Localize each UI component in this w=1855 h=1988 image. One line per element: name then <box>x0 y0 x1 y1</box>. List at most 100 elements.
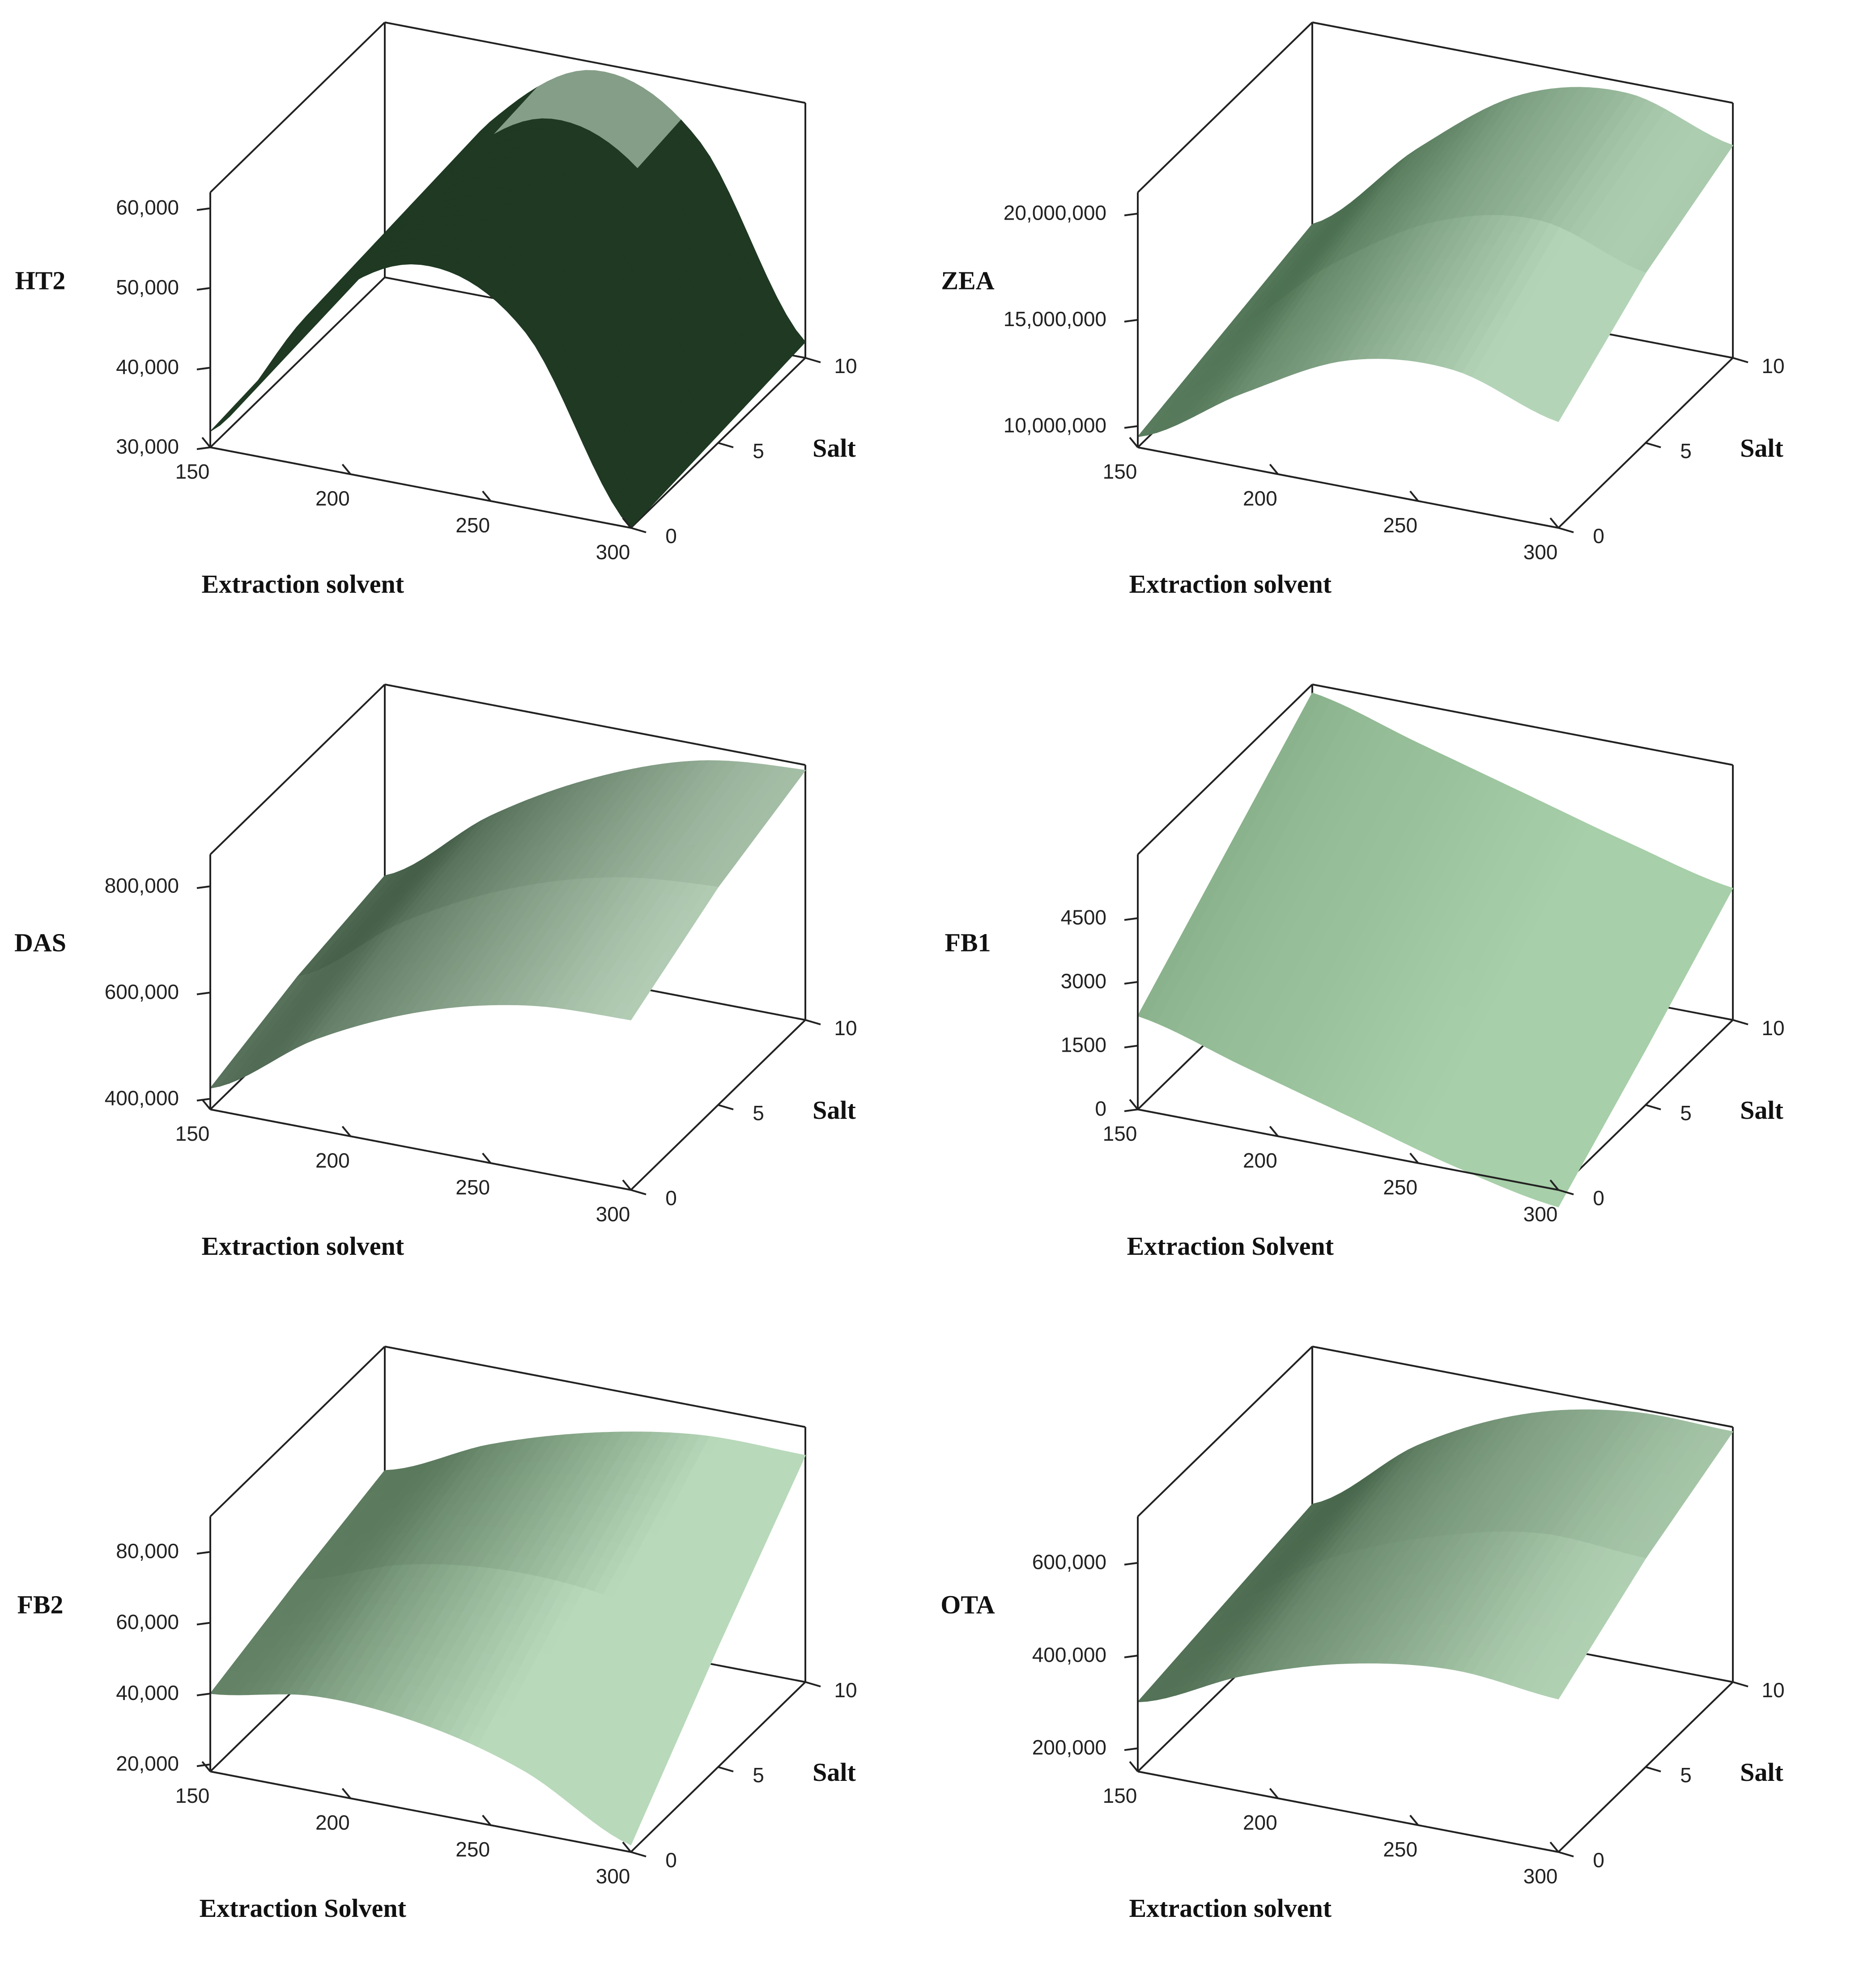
surface-chart: 150 200 250 300 Extraction Solvent 0 5 10 Salt 20… <box>17 1346 857 1923</box>
z-axis-title: ZEA <box>941 266 994 295</box>
z-axis-title: HT2 <box>15 266 66 295</box>
x-axis-ticks: 150 200 250 300 <box>1103 1099 1559 1226</box>
x-tick-label: 250 <box>455 514 490 537</box>
y-axis-title: Salt <box>813 1758 856 1787</box>
z-axis-title: FB1 <box>945 928 991 957</box>
z-axis-title: OTA <box>940 1590 995 1619</box>
y-tick-label: 10 <box>834 1678 857 1702</box>
surface-mesh <box>210 70 806 529</box>
y-tick-label: 0 <box>665 1186 677 1210</box>
x-tick-label: 150 <box>1103 1122 1137 1145</box>
z-tick-label: 40,000 <box>116 1681 179 1704</box>
y-tick-label: 5 <box>753 1101 764 1125</box>
x-tick-label: 250 <box>455 1838 490 1861</box>
y-axis-title: Salt <box>1740 1096 1783 1125</box>
x-tick-label: 150 <box>175 1784 210 1807</box>
z-tick-label: 800,000 <box>105 874 179 897</box>
z-tick-label: 0 <box>1095 1097 1106 1120</box>
panel-ht2: 150 200 250 300 Extraction solvent 0 5 10 Salt 30… <box>0 0 928 662</box>
z-tick-label: 20,000 <box>116 1752 179 1775</box>
y-tick-label: 0 <box>1593 524 1604 548</box>
x-axis-title: Extraction solvent <box>1129 569 1332 599</box>
y-tick-label: 10 <box>1761 1016 1784 1040</box>
box-front-edges <box>209 192 631 529</box>
x-tick-label: 300 <box>596 540 630 564</box>
y-tick-label: 5 <box>1680 1763 1692 1787</box>
y-tick-label: 5 <box>1680 1101 1692 1125</box>
panel-fb2: 150 200 250 300 Extraction Solvent 0 5 10 Salt 20… <box>0 1324 928 1986</box>
z-axis-ticks: 400,000 600,000 800,000 <box>105 874 211 1109</box>
panel-ota: 150 200 250 300 Extraction solvent 0 5 10 Salt 20… <box>928 1324 1855 1986</box>
z-tick-label: 400,000 <box>105 1086 179 1109</box>
z-tick-label: 30,000 <box>116 435 179 458</box>
x-tick-label: 250 <box>455 1176 490 1199</box>
surface-mesh <box>209 1432 806 1846</box>
x-axis-title: Extraction solvent <box>201 1232 404 1261</box>
z-tick-label: 60,000 <box>116 196 179 219</box>
surface-mesh <box>1137 692 1734 1207</box>
x-tick-label: 300 <box>1523 1865 1558 1888</box>
y-axis-ticks: 0 5 10 <box>630 1016 857 1210</box>
y-tick-label: 0 <box>1593 1186 1604 1210</box>
z-axis-ticks: 30,000 40,000 50,000 60,000 <box>116 196 211 458</box>
x-tick-label: 150 <box>175 460 210 483</box>
z-tick-label: 200,000 <box>1032 1736 1106 1759</box>
x-tick-label: 300 <box>596 1865 630 1888</box>
y-axis-title: Salt <box>813 1096 856 1125</box>
z-tick-label: 400,000 <box>1032 1643 1106 1666</box>
y-axis-ticks: 0 5 10 <box>630 1678 857 1872</box>
y-axis-title: Salt <box>1740 433 1783 463</box>
y-tick-label: 5 <box>1680 439 1692 463</box>
y-axis-title: Salt <box>1740 1758 1783 1787</box>
x-tick-label: 200 <box>315 487 350 510</box>
x-tick-label: 150 <box>1103 1784 1137 1807</box>
x-tick-label: 200 <box>315 1149 350 1172</box>
z-tick-label: 60,000 <box>116 1610 179 1634</box>
x-tick-label: 200 <box>1243 487 1277 510</box>
surface-chart: 150 200 250 300 Extraction solvent 0 5 10 Salt 20… <box>940 1346 1785 1923</box>
y-tick-label: 10 <box>834 354 857 378</box>
z-tick-label: 1500 <box>1061 1033 1106 1057</box>
x-tick-label: 200 <box>315 1811 350 1834</box>
y-tick-label: 5 <box>753 1763 764 1787</box>
x-tick-label: 300 <box>596 1202 630 1226</box>
y-tick-label: 5 <box>753 439 764 463</box>
x-tick-label: 200 <box>1243 1811 1277 1834</box>
x-tick-label: 200 <box>1243 1149 1277 1172</box>
y-tick-label: 0 <box>665 524 677 548</box>
z-tick-label: 15,000,000 <box>1004 307 1106 331</box>
z-tick-label: 50,000 <box>116 276 179 299</box>
x-tick-label: 300 <box>1523 540 1558 564</box>
y-axis-ticks: 0 5 10 <box>1558 1016 1785 1210</box>
panel-das: 150 200 250 300 Extraction solvent 0 5 10 Salt 40… <box>0 662 928 1324</box>
y-tick-label: 10 <box>834 1016 857 1040</box>
z-axis-ticks: 0 1500 3000 4500 <box>1061 906 1138 1120</box>
x-axis-title: Extraction Solvent <box>1127 1232 1334 1261</box>
y-tick-label: 0 <box>1593 1848 1604 1872</box>
y-axis-ticks: 0 5 10 <box>630 354 857 548</box>
y-axis-ticks: 0 5 10 <box>1558 354 1785 548</box>
x-axis-ticks: 150 200 250 300 <box>175 1099 632 1226</box>
surface-mesh <box>209 760 806 1089</box>
box-front-edges <box>209 854 631 1191</box>
surface-chart: 150 200 250 300 Extraction solvent 0 5 10 Salt 10… <box>941 21 1785 599</box>
panel-zea: 150 200 250 300 Extraction solvent 0 5 10 Salt 10… <box>928 0 1855 662</box>
x-axis-title: Extraction solvent <box>1129 1894 1332 1923</box>
y-axis-ticks: 0 5 10 <box>1558 1678 1785 1872</box>
z-tick-label: 600,000 <box>105 980 179 1003</box>
x-tick-label: 300 <box>1523 1202 1558 1226</box>
x-tick-label: 150 <box>1103 460 1137 483</box>
x-axis-title: Extraction Solvent <box>200 1894 407 1923</box>
x-tick-label: 250 <box>1383 514 1417 537</box>
y-tick-label: 0 <box>665 1848 677 1872</box>
surface-chart: 150 200 250 300 Extraction solvent 0 5 10 Salt 30… <box>15 21 857 599</box>
panel-fb1: 150 200 250 300 Extraction Solvent 0 5 10 Salt 0 1… <box>928 662 1855 1324</box>
x-tick-label: 250 <box>1383 1176 1417 1199</box>
surface-mesh <box>1137 1409 1734 1703</box>
y-axis-title: Salt <box>813 433 856 463</box>
z-tick-label: 40,000 <box>116 355 179 378</box>
surface-chart: 150 200 250 300 Extraction solvent 0 5 10 Salt 40… <box>14 684 857 1261</box>
x-axis-ticks: 150 200 250 300 <box>175 437 632 564</box>
z-tick-label: 3000 <box>1061 969 1106 993</box>
box-front-edges <box>1137 1516 1559 1853</box>
